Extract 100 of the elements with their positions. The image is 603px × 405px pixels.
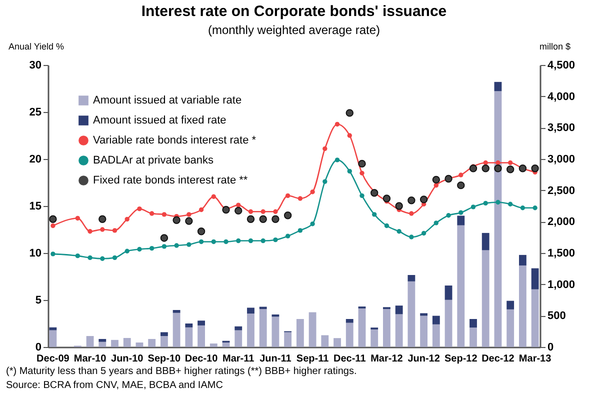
y2-tick-label: 2,500	[548, 184, 576, 197]
y2-tick-label: 4,500	[548, 60, 576, 72]
point	[234, 206, 242, 215]
bar	[185, 324, 193, 328]
x-tick-label: Mar-10	[74, 354, 107, 364]
point	[483, 160, 488, 166]
point	[370, 188, 378, 197]
bar	[259, 309, 267, 347]
bar	[346, 318, 354, 323]
point	[160, 234, 168, 242]
bar	[222, 342, 230, 347]
bar	[432, 316, 440, 324]
bar	[148, 338, 156, 347]
point	[298, 228, 303, 233]
point	[236, 238, 241, 244]
point	[434, 182, 439, 188]
bar	[420, 316, 428, 347]
bar	[470, 318, 477, 328]
y-tick-label: 30	[29, 60, 42, 72]
point	[322, 146, 328, 151]
point	[248, 238, 254, 244]
point	[285, 234, 290, 238]
bar	[506, 309, 514, 347]
point	[273, 238, 278, 242]
point	[483, 200, 488, 206]
x-tick-label: Sep-11	[296, 354, 330, 364]
point	[50, 252, 56, 256]
bar	[518, 265, 526, 347]
bar	[247, 308, 254, 314]
bar	[457, 216, 465, 226]
y2-tick-label: 1,000	[548, 278, 576, 291]
y2-tick-label: 4,000	[548, 90, 576, 103]
point	[434, 220, 439, 226]
point	[112, 228, 118, 233]
point	[372, 212, 377, 217]
point	[432, 176, 440, 184]
point	[347, 133, 352, 138]
bar	[136, 342, 144, 347]
x-tick-label: Jun-12	[408, 354, 440, 364]
bar	[383, 309, 390, 347]
point	[124, 248, 130, 254]
point	[273, 209, 278, 214]
point	[197, 228, 206, 236]
bar	[160, 336, 168, 347]
y2-tick-label: 500	[548, 310, 566, 322]
point	[531, 164, 539, 172]
point	[310, 222, 315, 226]
point	[112, 255, 118, 260]
source-note: Source: BCRA from CNV, MAE, BCBA and IAMC	[6, 379, 224, 393]
bar	[123, 338, 131, 347]
y-tick-label: 5	[35, 294, 42, 306]
bar	[321, 335, 329, 347]
bar	[506, 300, 514, 310]
point	[246, 215, 255, 224]
point	[494, 164, 502, 172]
point	[260, 209, 266, 214]
point	[457, 181, 465, 190]
point	[409, 234, 414, 240]
point	[186, 212, 192, 217]
y-tick-label: 0	[35, 342, 42, 354]
point	[458, 172, 464, 178]
bar	[247, 314, 254, 347]
bar	[482, 232, 490, 250]
bar	[358, 308, 366, 347]
y2-tick-label: 3,500	[548, 122, 576, 134]
x-tick-label: Jun-10	[111, 354, 144, 364]
bar	[470, 328, 477, 347]
bar	[308, 312, 316, 347]
point	[50, 223, 56, 228]
x-tick-label: Sep-10	[148, 354, 182, 364]
point	[272, 215, 280, 224]
bar	[518, 254, 526, 266]
point	[358, 160, 366, 168]
bar	[172, 312, 180, 347]
bar	[444, 300, 452, 347]
bar	[284, 332, 292, 347]
point	[236, 202, 241, 208]
point	[446, 213, 451, 218]
bar	[198, 325, 205, 347]
point	[222, 206, 230, 214]
point	[408, 196, 416, 204]
point	[347, 168, 352, 174]
bar	[432, 324, 440, 347]
point	[322, 179, 328, 184]
y-axis-title: Anual Yield %	[8, 42, 64, 52]
point	[211, 194, 216, 199]
point	[421, 230, 426, 236]
bar	[234, 326, 242, 330]
point	[310, 190, 315, 194]
point	[496, 200, 500, 205]
bar	[296, 318, 304, 347]
chart-title: Interest rate on Corporate bonds' issuance	[141, 3, 447, 20]
bar	[272, 316, 280, 347]
point	[88, 229, 92, 234]
chart-subtitle: (monthly weighted average rate)	[208, 23, 380, 37]
point	[162, 212, 167, 217]
y2-tick-label: 2,000	[548, 216, 576, 228]
point	[137, 246, 142, 252]
bar	[395, 314, 403, 347]
point	[185, 217, 193, 225]
